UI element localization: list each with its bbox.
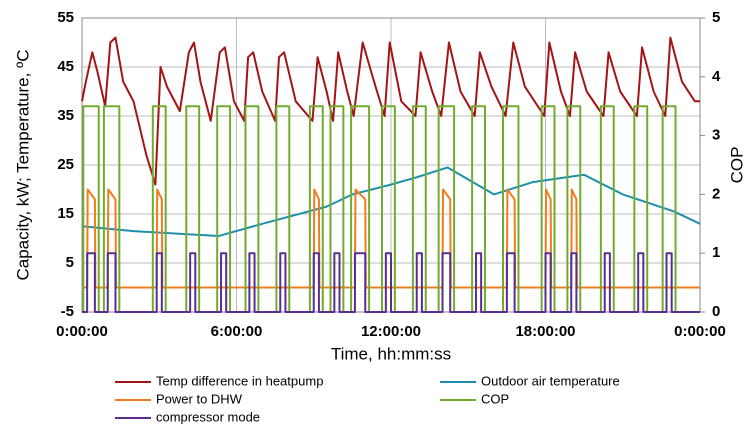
legend-label: COP [481, 391, 509, 406]
y2-tick-label: 2 [712, 185, 720, 202]
y-tick-label: 15 [57, 205, 74, 222]
y-tick-label: 35 [57, 107, 74, 124]
series-line [81, 166, 701, 238]
y2-axis-label: COP [727, 147, 746, 184]
legend-label: Temp difference in heatpump [156, 373, 323, 388]
x-axis-label: Time, hh:mm:ss [331, 344, 451, 363]
y2-tick-label: 1 [712, 244, 720, 261]
y2-tick-label: 3 [712, 127, 720, 144]
series-line [82, 188, 700, 289]
x-tick-label: 6:00:00 [211, 323, 263, 340]
x-tick-label: 0:00:00 [56, 323, 108, 340]
y-tick-label: 5 [66, 254, 74, 271]
y-tick-label: -5 [61, 303, 74, 320]
x-tick-label: 0:00:00 [674, 323, 726, 340]
y2-tick-label: 5 [712, 9, 720, 26]
x-tick-label: 18:00:00 [515, 323, 575, 340]
legend-label: Outdoor air temperature [481, 373, 620, 388]
series-line [82, 252, 700, 313]
y-tick-label: 45 [57, 58, 74, 75]
y2-tick-label: 0 [712, 303, 720, 320]
y-axis-label: Capacity, kW; Temperature, ºC [13, 49, 32, 280]
series-line [81, 36, 700, 186]
y-tick-label: 55 [57, 9, 74, 26]
legend-label: Power to DHW [156, 391, 243, 406]
y-tick-label: 25 [57, 156, 74, 173]
y2-tick-label: 4 [712, 68, 721, 85]
x-tick-label: 12:00:00 [361, 323, 421, 340]
legend-label: compressor mode [156, 409, 260, 424]
